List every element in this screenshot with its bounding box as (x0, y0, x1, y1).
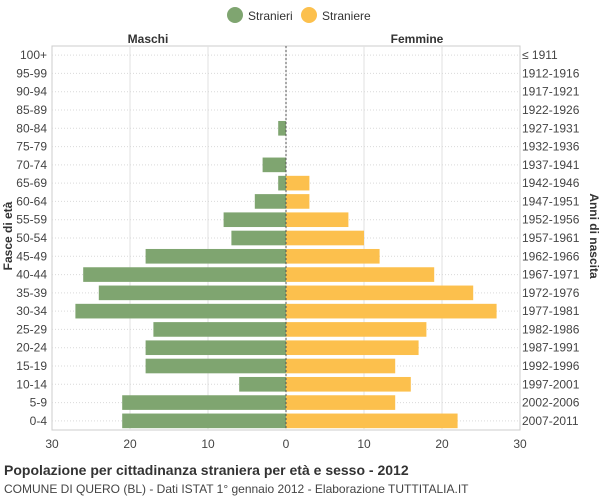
y-tick-label-age: 45-49 (16, 249, 47, 263)
bar-straniere (286, 248, 380, 264)
bar-stranieri (145, 340, 286, 356)
bar-stranieri (278, 175, 286, 191)
y-tick-label-birth: 1912-1916 (522, 66, 580, 80)
y-tick-label-birth: 1952-1956 (522, 213, 580, 227)
bar-stranieri (153, 322, 286, 337)
bar-straniere (286, 376, 411, 392)
y-tick-label-age: 60-64 (16, 194, 47, 208)
bar-straniere (286, 267, 435, 282)
y-axis-label-right: Anni di nascita (587, 193, 600, 279)
bar-stranieri (122, 395, 286, 410)
population-pyramid-chart: 30 20 10 0 10 20 30 100+ ≤ 1911 95-99 1912-1916 90-… (1, 7, 600, 451)
bar-stranieri (145, 358, 286, 374)
y-tick-label-age: 30-34 (16, 304, 47, 318)
bar-stranieri (145, 248, 286, 264)
x-tick-label: 30 (513, 437, 527, 451)
right-header: Femmine (391, 32, 444, 46)
y-tick-label-age: 40-44 (16, 268, 47, 282)
y-tick-label-birth: 1962-1966 (522, 249, 580, 263)
y-tick-label-birth: 1927-1931 (522, 121, 580, 135)
bar-stranieri (231, 230, 286, 246)
y-tick-label-birth: 1972-1976 (522, 286, 580, 300)
x-tick-label: 0 (283, 437, 290, 451)
y-tick-label-age: 0-4 (30, 414, 48, 428)
labels-layer: 30 20 10 0 10 20 30 100+ ≤ 1911 95-99 1912-1916 90-… (16, 48, 579, 451)
bar-straniere (286, 285, 474, 301)
y-tick-label-age: 80-84 (16, 121, 47, 135)
y-tick-label-birth: 1937-1941 (522, 158, 580, 172)
y-tick-label-birth: 1932-1936 (522, 140, 580, 154)
legend-label-straniere: Straniere (322, 9, 371, 23)
y-tick-label-age: 100+ (20, 48, 47, 62)
bar-stranieri (223, 212, 286, 228)
y-tick-label-age: 65-69 (16, 176, 47, 190)
y-tick-label-age: 85-89 (16, 103, 47, 117)
bars-layer (75, 46, 497, 430)
bar-stranieri (122, 413, 286, 429)
bar-stranieri (278, 120, 286, 136)
x-tick-label: 10 (201, 437, 215, 451)
bar-straniere (286, 230, 364, 246)
chart-title: Popolazione per cittadinanza straniera p… (4, 462, 409, 478)
legend-label-stranieri: Stranieri (248, 9, 293, 23)
bar-straniere (286, 303, 497, 319)
y-tick-label-birth: 2002-2006 (522, 396, 580, 410)
y-tick-label-age: 10-14 (16, 377, 47, 391)
bar-straniere (286, 358, 396, 374)
bar-straniere (286, 395, 396, 410)
y-tick-label-birth: 1942-1946 (522, 176, 580, 190)
left-header: Maschi (128, 32, 169, 46)
y-tick-label-age: 55-59 (16, 213, 47, 227)
bar-straniere (286, 175, 310, 191)
bar-stranieri (254, 194, 286, 209)
y-tick-label-age: 15-19 (16, 359, 47, 373)
y-tick-label-birth: 1922-1926 (522, 103, 580, 117)
x-tick-label: 30 (45, 437, 59, 451)
y-tick-label-birth: 1982-1986 (522, 322, 580, 336)
y-tick-label-birth: 1917-1921 (522, 85, 580, 99)
y-tick-label-birth: ≤ 1911 (522, 48, 558, 62)
legend-swatch-stranieri (227, 7, 243, 23)
y-tick-label-age: 70-74 (16, 158, 47, 172)
y-tick-label-age: 35-39 (16, 286, 47, 300)
bar-stranieri (239, 376, 286, 392)
bar-stranieri (98, 285, 286, 301)
y-axis-label-left: Fasce di età (1, 201, 15, 270)
y-tick-label-age: 90-94 (16, 85, 47, 99)
y-tick-label-birth: 1957-1961 (522, 231, 580, 245)
y-tick-label-birth: 1967-1971 (522, 268, 580, 282)
bar-straniere (286, 194, 310, 209)
x-tick-label: 10 (357, 437, 371, 451)
y-tick-label-age: 75-79 (16, 140, 47, 154)
bar-straniere (286, 212, 349, 228)
legend[interactable]: Stranieri Straniere (227, 7, 371, 23)
y-tick-label-birth: 1977-1981 (522, 304, 580, 318)
y-tick-label-age: 25-29 (16, 322, 47, 336)
bar-stranieri (83, 267, 286, 282)
bar-stranieri (262, 157, 286, 173)
y-tick-label-age: 50-54 (16, 231, 47, 245)
y-tick-label-birth: 1992-1996 (522, 359, 580, 373)
bar-straniere (286, 413, 458, 429)
bar-stranieri (75, 303, 287, 319)
bar-straniere (286, 340, 419, 356)
y-tick-label-age: 5-9 (30, 396, 48, 410)
chart-subtitle: COMUNE DI QUERO (BL) - Dati ISTAT 1° gen… (4, 482, 469, 496)
x-tick-label: 20 (435, 437, 449, 451)
legend-swatch-straniere (301, 7, 317, 23)
bar-straniere (286, 322, 427, 337)
y-tick-label-birth: 1997-2001 (522, 377, 580, 391)
y-tick-label-birth: 1987-1991 (522, 341, 580, 355)
y-tick-label-birth: 2007-2011 (522, 414, 579, 428)
x-tick-label: 20 (123, 437, 137, 451)
y-tick-label-age: 20-24 (16, 341, 47, 355)
y-tick-label-age: 95-99 (16, 66, 47, 80)
y-tick-label-birth: 1947-1951 (522, 194, 580, 208)
